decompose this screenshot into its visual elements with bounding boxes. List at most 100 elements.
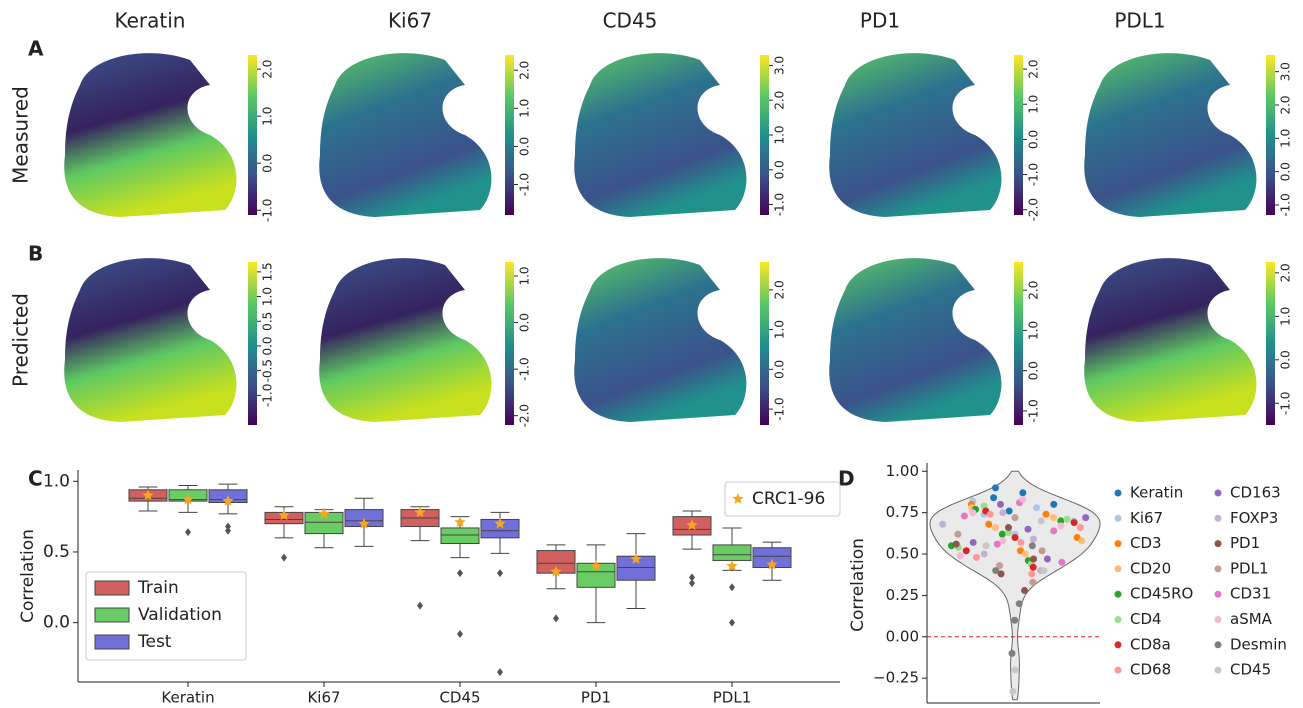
point xyxy=(999,537,1007,545)
point xyxy=(969,538,977,546)
tissue-image xyxy=(319,53,492,217)
legend-label: Test xyxy=(137,632,172,652)
colorbar-tick-label: 0.0 xyxy=(261,336,275,355)
reference-marker xyxy=(726,560,738,571)
box xyxy=(440,527,480,544)
outlier xyxy=(553,614,559,623)
column-title: PD1 xyxy=(860,9,900,33)
colorbar-tick-label: -0.5 xyxy=(261,359,275,382)
x-tick-label: Keratin xyxy=(161,689,214,707)
point xyxy=(1028,542,1036,550)
reference-marker xyxy=(414,506,426,518)
y-tick-label: 1.00 xyxy=(886,462,919,480)
point xyxy=(1021,586,1029,594)
outlier xyxy=(497,569,503,578)
panel-label: B xyxy=(28,242,43,266)
colorbar-tick-label: 0.0 xyxy=(1279,350,1293,369)
point xyxy=(952,540,960,548)
point xyxy=(992,567,1000,575)
reference-marker xyxy=(494,517,506,529)
point xyxy=(1050,500,1058,508)
colorbar-tick-label: 0.0 xyxy=(1027,361,1041,380)
reference-marker xyxy=(454,516,466,528)
point xyxy=(985,520,993,528)
colorbar-tick-label: -1.0 xyxy=(773,193,787,216)
legend-label: CD20 xyxy=(1130,559,1171,577)
legend-marker xyxy=(1214,666,1222,674)
tissue-image xyxy=(574,258,747,422)
box xyxy=(712,544,752,561)
point xyxy=(962,547,970,555)
legend-label: PDL1 xyxy=(1230,559,1269,577)
legend-marker xyxy=(1214,616,1222,623)
tissue-image xyxy=(829,258,1002,422)
point xyxy=(1005,529,1013,537)
y-tick-label: 0.25 xyxy=(886,586,919,604)
colorbar-tick-label: 1.0 xyxy=(1279,307,1293,326)
y-tick-label: −0.25 xyxy=(873,669,919,687)
legend-label: Desmin xyxy=(1230,635,1287,653)
legend-marker xyxy=(1214,565,1222,573)
point xyxy=(993,540,1001,548)
colorbar-tick-label: 2.0 xyxy=(1027,281,1041,300)
point xyxy=(991,524,999,532)
point xyxy=(980,550,988,558)
colorbar-tick-label: -1.0 xyxy=(261,199,275,222)
colorbar-tick-label: 1.0 xyxy=(261,107,275,126)
point xyxy=(1011,666,1019,674)
reference-marker xyxy=(182,493,194,505)
outlier xyxy=(185,528,191,537)
outlier xyxy=(417,601,423,610)
colorbar-tick-label: -1.0 xyxy=(1027,163,1041,186)
point xyxy=(998,530,1006,538)
colorbar-tick-label: -1.0 xyxy=(518,173,532,196)
point xyxy=(1050,527,1058,535)
outlier xyxy=(457,629,463,638)
legend-marker xyxy=(1214,514,1222,522)
legend-star xyxy=(732,493,744,504)
outlier xyxy=(281,553,287,562)
point xyxy=(1029,563,1037,571)
colorbar xyxy=(505,55,514,215)
tissue-image xyxy=(319,258,492,422)
legend-marker xyxy=(1114,590,1122,598)
point xyxy=(1058,558,1066,566)
colorbar-tick-label: -2.0 xyxy=(1027,198,1041,221)
point xyxy=(1005,507,1013,515)
point xyxy=(1042,510,1050,518)
colorbar-tick-label: 1.0 xyxy=(1279,129,1293,148)
reference-marker xyxy=(142,489,154,501)
legend-marker xyxy=(1114,489,1122,497)
x-tick-label: PD1 xyxy=(581,689,611,707)
reference-marker xyxy=(686,519,698,530)
reference-marker xyxy=(318,507,330,519)
reference-marker xyxy=(278,509,290,521)
colorbar-tick-label: 2.0 xyxy=(1279,95,1293,114)
legend-label: Keratin xyxy=(1130,484,1183,502)
colorbar-tick-label: 1.0 xyxy=(1027,321,1041,340)
panel-label: A xyxy=(28,37,44,61)
legend-label: CD8a xyxy=(1130,635,1171,653)
y-tick-label: 0.75 xyxy=(886,503,919,521)
point xyxy=(996,500,1004,508)
colorbar-tick-label: 0.0 xyxy=(773,160,787,179)
colorbar xyxy=(760,55,769,215)
point xyxy=(1011,533,1019,541)
x-tick-label: PDL1 xyxy=(713,689,752,707)
reference-marker xyxy=(358,517,370,529)
colorbar-tick-label: 2.0 xyxy=(518,61,532,80)
legend-label: CD163 xyxy=(1230,484,1281,502)
reference-marker xyxy=(550,565,562,577)
tissue-image xyxy=(574,53,747,217)
column-title: PDL1 xyxy=(1114,9,1165,33)
legend-marker xyxy=(1114,514,1122,522)
point xyxy=(982,542,990,550)
colorbar-tick-label: 2.0 xyxy=(1279,263,1293,282)
point xyxy=(1040,567,1048,575)
colorbar-tick-label: -1.0 xyxy=(1279,193,1293,216)
legend-label: Train xyxy=(137,578,179,598)
colorbar-tick-label: 1.0 xyxy=(1027,95,1041,114)
point xyxy=(986,510,994,518)
point xyxy=(1078,537,1086,545)
panel-label: C xyxy=(28,467,43,491)
